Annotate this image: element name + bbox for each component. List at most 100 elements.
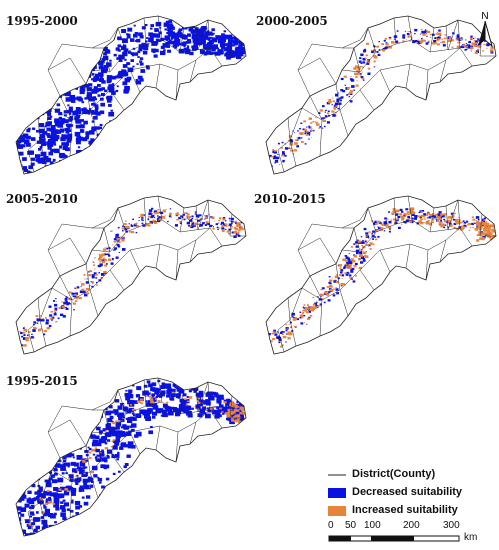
- decreased-pixel: [175, 412, 180, 417]
- decreased-pixel: [67, 133, 73, 138]
- increased-pixel: [355, 72, 360, 76]
- decreased-pixel: [186, 46, 190, 49]
- increased-pixel: [312, 296, 315, 299]
- decreased-pixel: [113, 427, 118, 430]
- scale-tick-100: 100: [364, 520, 381, 531]
- increased-pixel: [25, 339, 29, 342]
- decreased-pixel: [6, 496, 9, 499]
- decreased-pixel: [340, 285, 343, 287]
- decreased-pixel: [16, 491, 20, 495]
- decreased-pixel: [85, 131, 90, 135]
- decreased-pixel: [148, 32, 153, 37]
- increased-pixel: [455, 37, 458, 39]
- decreased-pixel: [103, 253, 107, 256]
- decreased-pixel: [73, 295, 75, 298]
- increased-pixel: [105, 259, 107, 260]
- decreased-pixel: [160, 50, 166, 56]
- increased-pixel: [226, 414, 230, 418]
- decreased-pixel: [282, 151, 285, 154]
- decreased-pixel: [452, 218, 455, 221]
- increased-pixel: [436, 219, 440, 222]
- increased-pixel: [408, 208, 411, 210]
- district-boundary: [47, 57, 87, 97]
- decreased-pixel: [377, 53, 381, 56]
- decreased-pixel: [135, 413, 141, 418]
- decreased-pixel: [54, 122, 61, 127]
- decreased-pixel: [345, 256, 349, 259]
- decreased-pixel: [278, 338, 282, 342]
- decreased-pixel: [91, 120, 95, 123]
- increased-pixel: [461, 45, 463, 47]
- decreased-pixel: [99, 123, 103, 127]
- decreased-pixel: [68, 112, 72, 115]
- decreased-pixel: [0, 542, 1, 545]
- increased-pixel: [75, 475, 78, 477]
- decreased-pixel: [143, 384, 148, 388]
- increased-pixel: [91, 448, 96, 452]
- decreased-pixel: [216, 406, 220, 409]
- decreased-pixel: [86, 87, 93, 92]
- district-boundary: [27, 501, 41, 535]
- increased-pixel: [359, 88, 361, 90]
- increased-pixel: [271, 332, 274, 335]
- decreased-pixel: [50, 318, 54, 321]
- decreased-pixel: [471, 222, 474, 226]
- decreased-pixel: [164, 28, 168, 31]
- decreased-pixel: [109, 415, 114, 419]
- increased-pixel: [241, 408, 244, 412]
- decreased-pixel: [93, 86, 98, 90]
- increased-pixel: [236, 224, 239, 227]
- increased-pixel: [339, 274, 342, 277]
- decreased-pixel: [122, 416, 126, 419]
- increased-pixel: [485, 232, 489, 235]
- increased-pixel: [488, 235, 492, 238]
- decreased-pixel: [19, 121, 24, 125]
- decreased-pixel: [187, 40, 192, 44]
- decreased-pixel: [17, 478, 22, 483]
- increased-pixel: [197, 397, 201, 400]
- decreased-pixel: [355, 249, 359, 253]
- increased-pixel: [312, 130, 314, 132]
- decreased-pixel: [130, 38, 135, 42]
- increased-pixel: [444, 37, 447, 40]
- decreased-pixel: [109, 59, 112, 62]
- increased-pixel: [328, 292, 330, 294]
- decreased-pixel: [172, 44, 176, 48]
- decreased-pixel: [336, 100, 340, 103]
- decreased-pixel: [33, 321, 36, 324]
- decreased-pixel: [346, 261, 350, 265]
- decreased-pixel: [30, 162, 35, 166]
- decreased-pixel: [124, 86, 128, 89]
- decreased-pixel: [239, 51, 242, 55]
- decreased-pixel: [45, 317, 47, 319]
- increased-pixel: [407, 31, 409, 33]
- increased-pixel: [490, 46, 494, 49]
- decreased-pixel: [82, 478, 88, 483]
- decreased-pixel: [67, 465, 70, 468]
- increased-pixel: [482, 232, 486, 235]
- decreased-pixel: [282, 153, 285, 156]
- increased-pixel: [374, 60, 376, 62]
- decreased-pixel: [105, 432, 112, 437]
- increased-pixel: [230, 228, 233, 230]
- decreased-pixel: [94, 73, 99, 77]
- increased-pixel: [368, 61, 371, 64]
- decreased-pixel: [145, 222, 147, 224]
- decreased-pixel: [16, 506, 22, 511]
- decreased-pixel: [60, 493, 63, 497]
- increased-pixel: [46, 326, 51, 330]
- decreased-pixel: [63, 502, 69, 507]
- decreased-pixel: [412, 213, 414, 215]
- decreased-pixel: [117, 72, 122, 76]
- decreased-pixel: [117, 406, 123, 410]
- decreased-pixel: [70, 461, 76, 466]
- decreased-pixel: [107, 439, 111, 442]
- decreased-pixel: [56, 525, 61, 528]
- decreased-pixel: [16, 172, 17, 174]
- increased-pixel: [203, 218, 206, 220]
- increased-pixel: [407, 218, 410, 220]
- decreased-pixel: [17, 144, 24, 149]
- decreased-pixel: [61, 508, 66, 513]
- decreased-pixel: [45, 322, 48, 325]
- increased-pixel: [369, 244, 372, 246]
